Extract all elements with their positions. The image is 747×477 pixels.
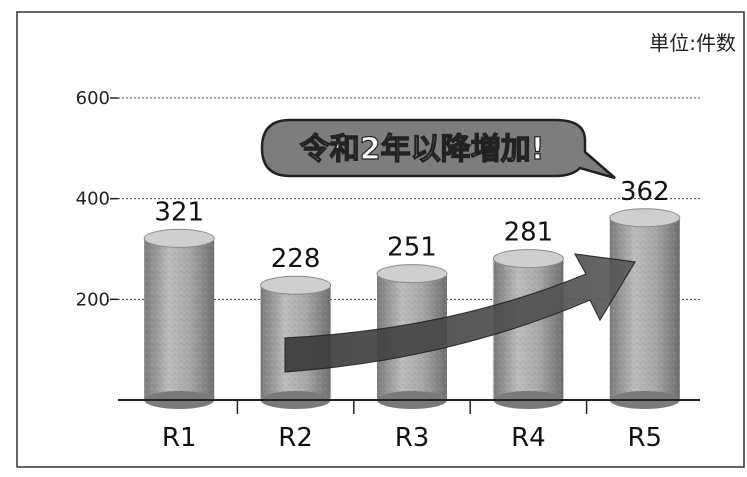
unit-label: 単位:件数 [649,31,736,55]
x-tick-label: R3 [395,423,430,453]
y-tick-label: 600 [76,88,110,109]
x-tick-label: R1 [162,423,197,453]
bar [143,228,215,409]
bar-top [260,275,332,295]
bar-texture [144,238,215,400]
bar-texture [609,217,680,400]
trend-arrow [284,253,636,373]
x-tick-label: R2 [278,423,313,453]
bar [609,208,681,409]
annotation-bubble: 令和2年以降増加! [260,118,616,180]
bar-top [376,264,448,284]
x-axis: R1 R2 R3 R4 R5 [162,400,662,453]
data-label: 321 [154,197,204,227]
data-label: 228 [271,244,321,274]
bar-top [609,208,681,228]
data-label: 362 [620,177,670,207]
x-tick-label: R5 [627,423,662,453]
bar-top [492,249,564,269]
bubble-shape [260,118,616,180]
y-tick-label: 200 [76,289,110,310]
data-label: 281 [504,218,554,248]
y-tick-label: 400 [76,189,110,210]
data-label: 251 [387,233,437,263]
labels-layer: 321 228 251 281 362 [154,177,669,274]
y-axis: 200 400 600 [76,88,118,310]
bar-top [143,228,215,248]
annotation-text: 令和2年以降増加! [300,132,545,167]
x-tick-label: R4 [511,423,546,453]
